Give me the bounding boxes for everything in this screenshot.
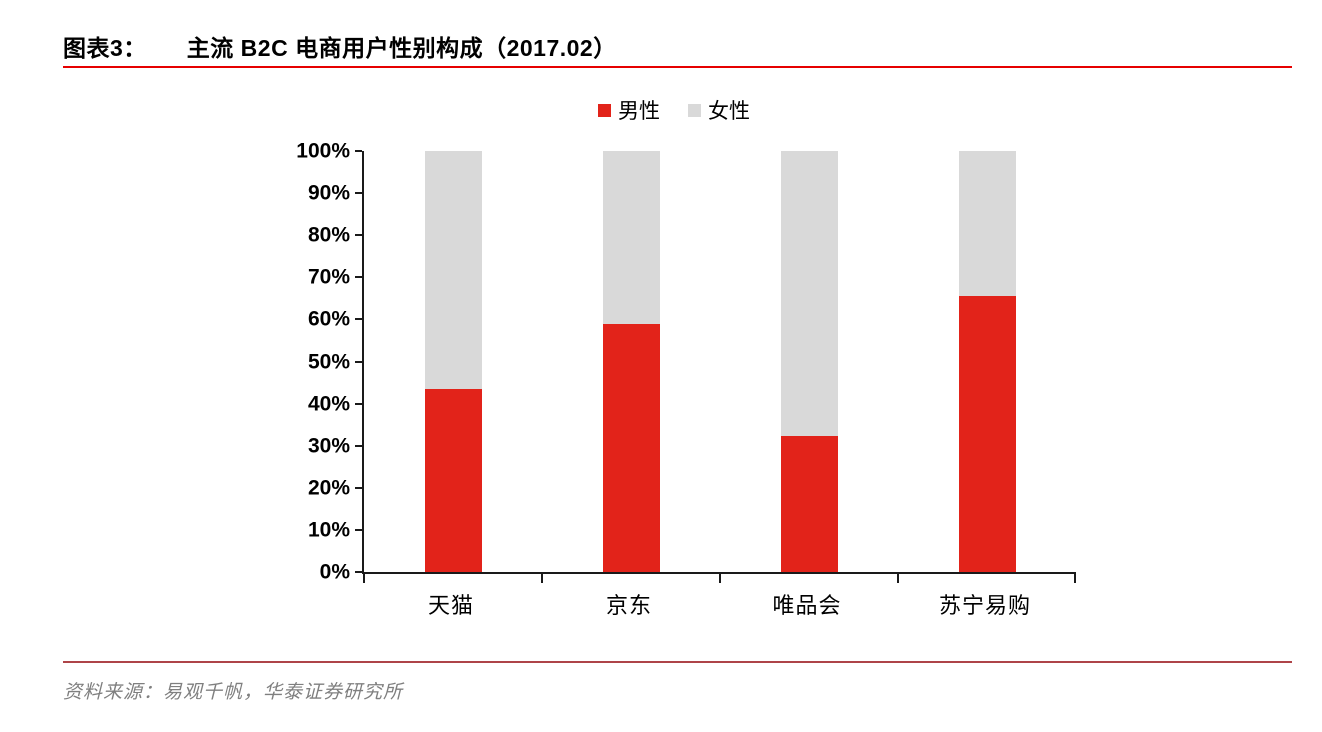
bar-male-唯品会 bbox=[780, 436, 838, 572]
plot-area: 0% 10% 20% 30% 40% 50% 60% 70% 80% 90% 100% bbox=[296, 141, 1076, 583]
legend-item-male: 男性 bbox=[598, 95, 660, 125]
y-axis-tick-label: 30% bbox=[307, 434, 350, 458]
bar-female-苏宁易购 bbox=[958, 151, 1016, 296]
x-axis-tick-mark bbox=[1074, 574, 1076, 583]
x-axis-category-label: 唯品会 bbox=[772, 593, 842, 618]
title-rule bbox=[63, 66, 1292, 68]
y-axis-tick-mark bbox=[355, 318, 362, 321]
x-axis-category-label: 苏宁易购 bbox=[938, 593, 1031, 618]
y-axis-tick-mark bbox=[355, 444, 362, 447]
y-axis-tick-mark bbox=[355, 571, 362, 573]
y-axis-tick-label: 80% bbox=[307, 223, 350, 247]
x-axis-category-label: 天猫 bbox=[427, 593, 474, 618]
y-axis-tick-mark bbox=[355, 234, 362, 237]
x-axis-tick-mark bbox=[719, 574, 721, 583]
bar-female-唯品会 bbox=[780, 151, 838, 437]
y-axis-tick-label: 100% bbox=[296, 139, 350, 163]
bar-male-京东 bbox=[602, 323, 660, 572]
y-axis-tick-label: 70% bbox=[307, 265, 350, 289]
x-axis-tick-mark bbox=[897, 574, 899, 583]
female-series-swatch-icon bbox=[688, 103, 701, 117]
male-series-swatch-icon bbox=[598, 103, 611, 117]
chart-legend: 男性 女性 bbox=[318, 95, 1030, 125]
bar-male-天猫 bbox=[424, 388, 482, 572]
figure-title: 图表3： 主流 B2C 电商用户性别构成（2017.02） bbox=[63, 29, 617, 63]
y-axis-tick-mark bbox=[355, 192, 362, 195]
legend-label-female: 女性 bbox=[708, 100, 750, 123]
y-axis-tick-label: 90% bbox=[307, 181, 350, 205]
y-axis-tick-mark bbox=[355, 360, 362, 363]
y-axis-tick-label: 50% bbox=[307, 350, 350, 373]
x-axis-category-label: 京东 bbox=[605, 593, 652, 618]
legend-item-female: 女性 bbox=[688, 95, 750, 125]
bar-female-京东 bbox=[602, 151, 660, 324]
bar-female-天猫 bbox=[424, 151, 482, 389]
y-axis-tick-label: 0% bbox=[319, 560, 350, 584]
figure-number-label: 图表3： bbox=[63, 35, 147, 61]
y-axis-tick-label: 40% bbox=[307, 392, 350, 416]
legend-label-male: 男性 bbox=[618, 100, 660, 123]
figure-title-text: 主流 B2C 电商用户性别构成（2017.02） bbox=[186, 35, 617, 61]
y-axis-tick-label: 10% bbox=[307, 518, 350, 542]
y-axis-tick-label: 60% bbox=[307, 307, 350, 331]
x-axis-labels: 天猫 京东 唯品会 苏宁易购 bbox=[362, 588, 1074, 620]
x-axis-tick-mark bbox=[541, 574, 543, 583]
y-axis-tick-mark bbox=[355, 402, 362, 405]
y-axis-tick-label: 20% bbox=[307, 476, 350, 500]
bar-male-苏宁易购 bbox=[958, 295, 1016, 572]
y-axis-tick-mark bbox=[355, 486, 362, 489]
x-axis-tick-mark bbox=[363, 574, 365, 583]
y-axis-tick-mark bbox=[355, 528, 362, 531]
footer-rule bbox=[63, 661, 1292, 663]
y-axis-tick-mark bbox=[355, 276, 362, 279]
y-axis-tick-mark bbox=[355, 150, 362, 152]
source-note: 资料来源：易观千帆，华泰证券研究所 bbox=[63, 682, 404, 703]
